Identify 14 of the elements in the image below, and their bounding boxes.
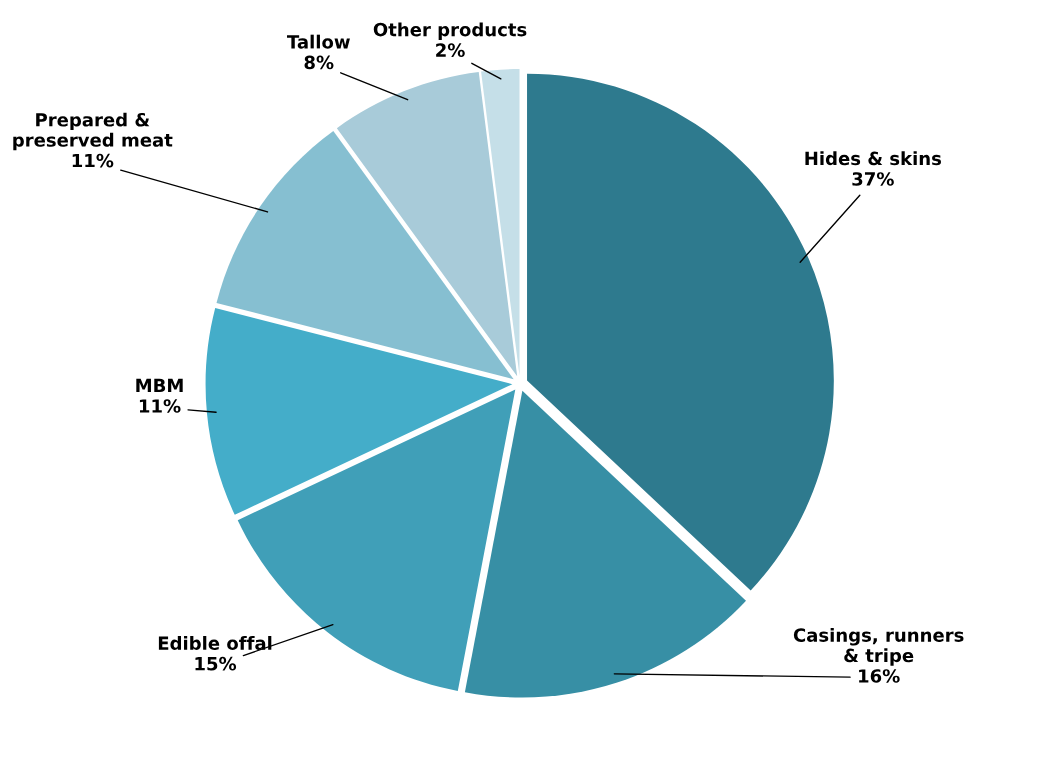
data-label: 16% bbox=[859, 669, 900, 683]
data-label: 11% bbox=[139, 399, 181, 413]
data-label: 8% bbox=[304, 55, 334, 70]
slice-label: Prepared & preserved meat bbox=[13, 112, 173, 151]
slice-label: MBM bbox=[136, 378, 183, 393]
data-label: 2% bbox=[436, 43, 465, 57]
slice-label: Other products bbox=[373, 22, 527, 40]
slice-label: Edible offal bbox=[158, 636, 272, 650]
slice-label: Hides & skins bbox=[805, 151, 942, 166]
data-label: 37% bbox=[852, 172, 894, 186]
data-label: 15% bbox=[195, 656, 237, 671]
slice-label: Casings, runners & tripe bbox=[793, 627, 964, 666]
data-label: 11% bbox=[72, 153, 114, 168]
slice-label: Tallow bbox=[287, 34, 350, 49]
